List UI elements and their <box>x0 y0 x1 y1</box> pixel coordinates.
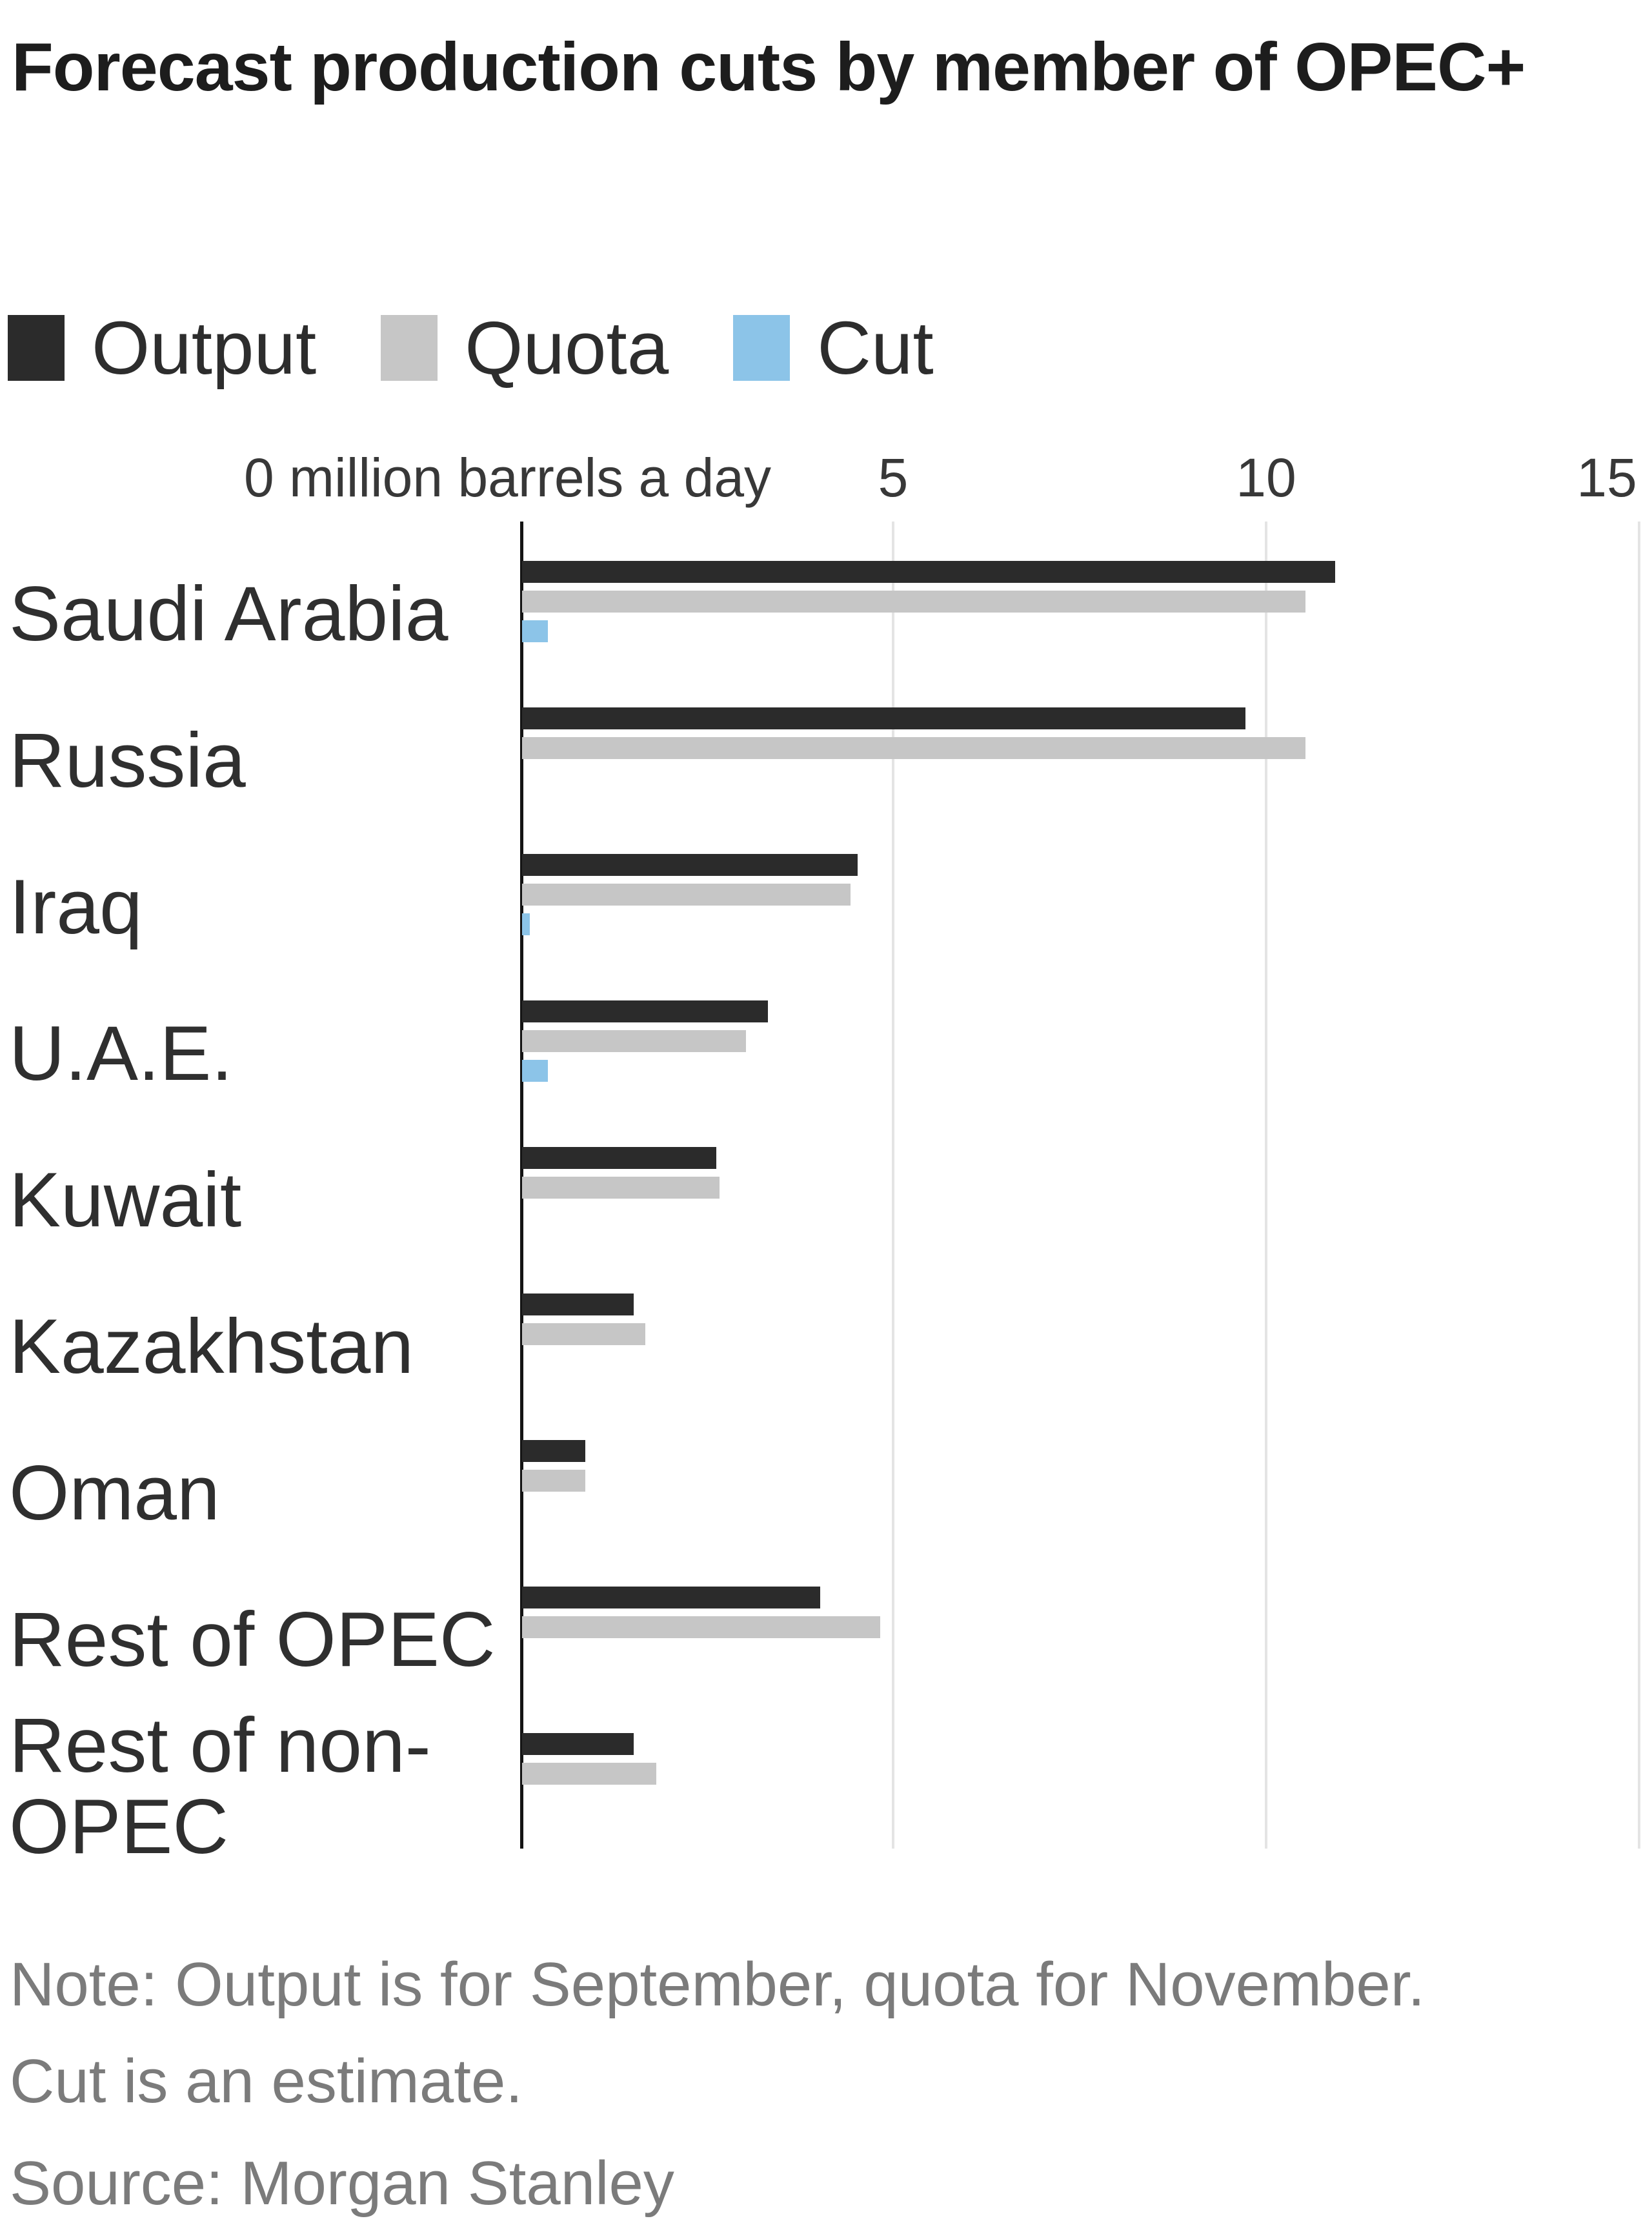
bar-quota <box>522 884 851 906</box>
bar-quota <box>522 1177 720 1199</box>
legend-label-output: Output <box>92 306 317 390</box>
bar-output <box>522 1294 634 1315</box>
bar-cut <box>522 913 530 935</box>
x-tick-5: 5 <box>878 447 909 508</box>
row-label: Rest of non-OPEC <box>9 1702 431 1870</box>
bar-cut <box>522 620 548 642</box>
row-label: Saudi Arabia <box>9 571 448 657</box>
bar-quota <box>522 1323 645 1345</box>
note-line-1: Note: Output is for September, quota for… <box>10 1950 1425 2019</box>
gridline-5 <box>892 522 894 1849</box>
x-tick-15: 15 <box>1576 447 1637 508</box>
row-label: Oman <box>9 1450 220 1536</box>
cut-swatch-icon <box>733 315 791 381</box>
bar-cut <box>522 1060 548 1082</box>
bar-quota <box>522 1470 585 1492</box>
chart-title: Forecast production cuts by member of OP… <box>12 29 1526 105</box>
row-label: Kazakhstan <box>9 1303 414 1390</box>
legend: Output Quota Cut <box>8 306 934 390</box>
bar-output <box>522 1587 820 1608</box>
row-label: Rest of OPEC <box>9 1596 496 1683</box>
legend-item-output: Output <box>8 306 317 390</box>
bar-output <box>522 854 858 876</box>
source-line: Source: Morgan Stanley <box>10 2149 674 2218</box>
gridline-10 <box>1265 522 1267 1849</box>
bar-quota <box>522 1030 746 1052</box>
legend-label-cut: Cut <box>817 306 934 390</box>
bar-output <box>522 707 1245 729</box>
bar-output <box>522 1000 768 1022</box>
bar-output <box>522 1440 585 1462</box>
row-label: Kuwait <box>9 1157 242 1243</box>
x-axis: 0 million barrels a day 5 10 15 <box>0 448 1652 507</box>
bar-output <box>522 1733 634 1755</box>
gridline-15 <box>1638 522 1640 1849</box>
bar-output <box>522 561 1335 583</box>
bar-quota <box>522 1763 656 1785</box>
y-axis-line <box>520 522 523 1849</box>
bar-quota <box>522 1616 880 1638</box>
row-label: U.A.E. <box>9 1010 233 1097</box>
quota-swatch-icon <box>381 315 438 381</box>
axis-unit-label: 0 million barrels a day <box>244 447 772 508</box>
legend-item-cut: Cut <box>733 306 934 390</box>
bar-output <box>522 1147 716 1169</box>
note-line-2: Cut is an estimate. <box>10 2047 523 2116</box>
x-tick-10: 10 <box>1236 447 1296 508</box>
bar-quota <box>522 737 1305 759</box>
legend-label-quota: Quota <box>465 306 669 390</box>
bar-quota <box>522 591 1305 613</box>
row-label: Iraq <box>9 864 143 950</box>
footnotes: Note: Output is for September, quota for… <box>10 1936 1649 2232</box>
legend-item-quota: Quota <box>381 306 669 390</box>
output-swatch-icon <box>8 315 65 381</box>
row-label: Russia <box>9 717 246 804</box>
